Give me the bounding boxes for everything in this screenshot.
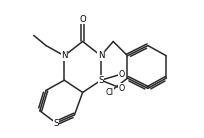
Text: S: S [98,76,104,85]
Text: O: O [79,14,86,24]
Text: N: N [61,51,68,60]
Text: N: N [98,51,104,60]
Text: O: O [118,84,124,93]
Text: S: S [53,119,59,128]
Text: Cl: Cl [105,88,113,97]
Text: O: O [118,70,124,79]
